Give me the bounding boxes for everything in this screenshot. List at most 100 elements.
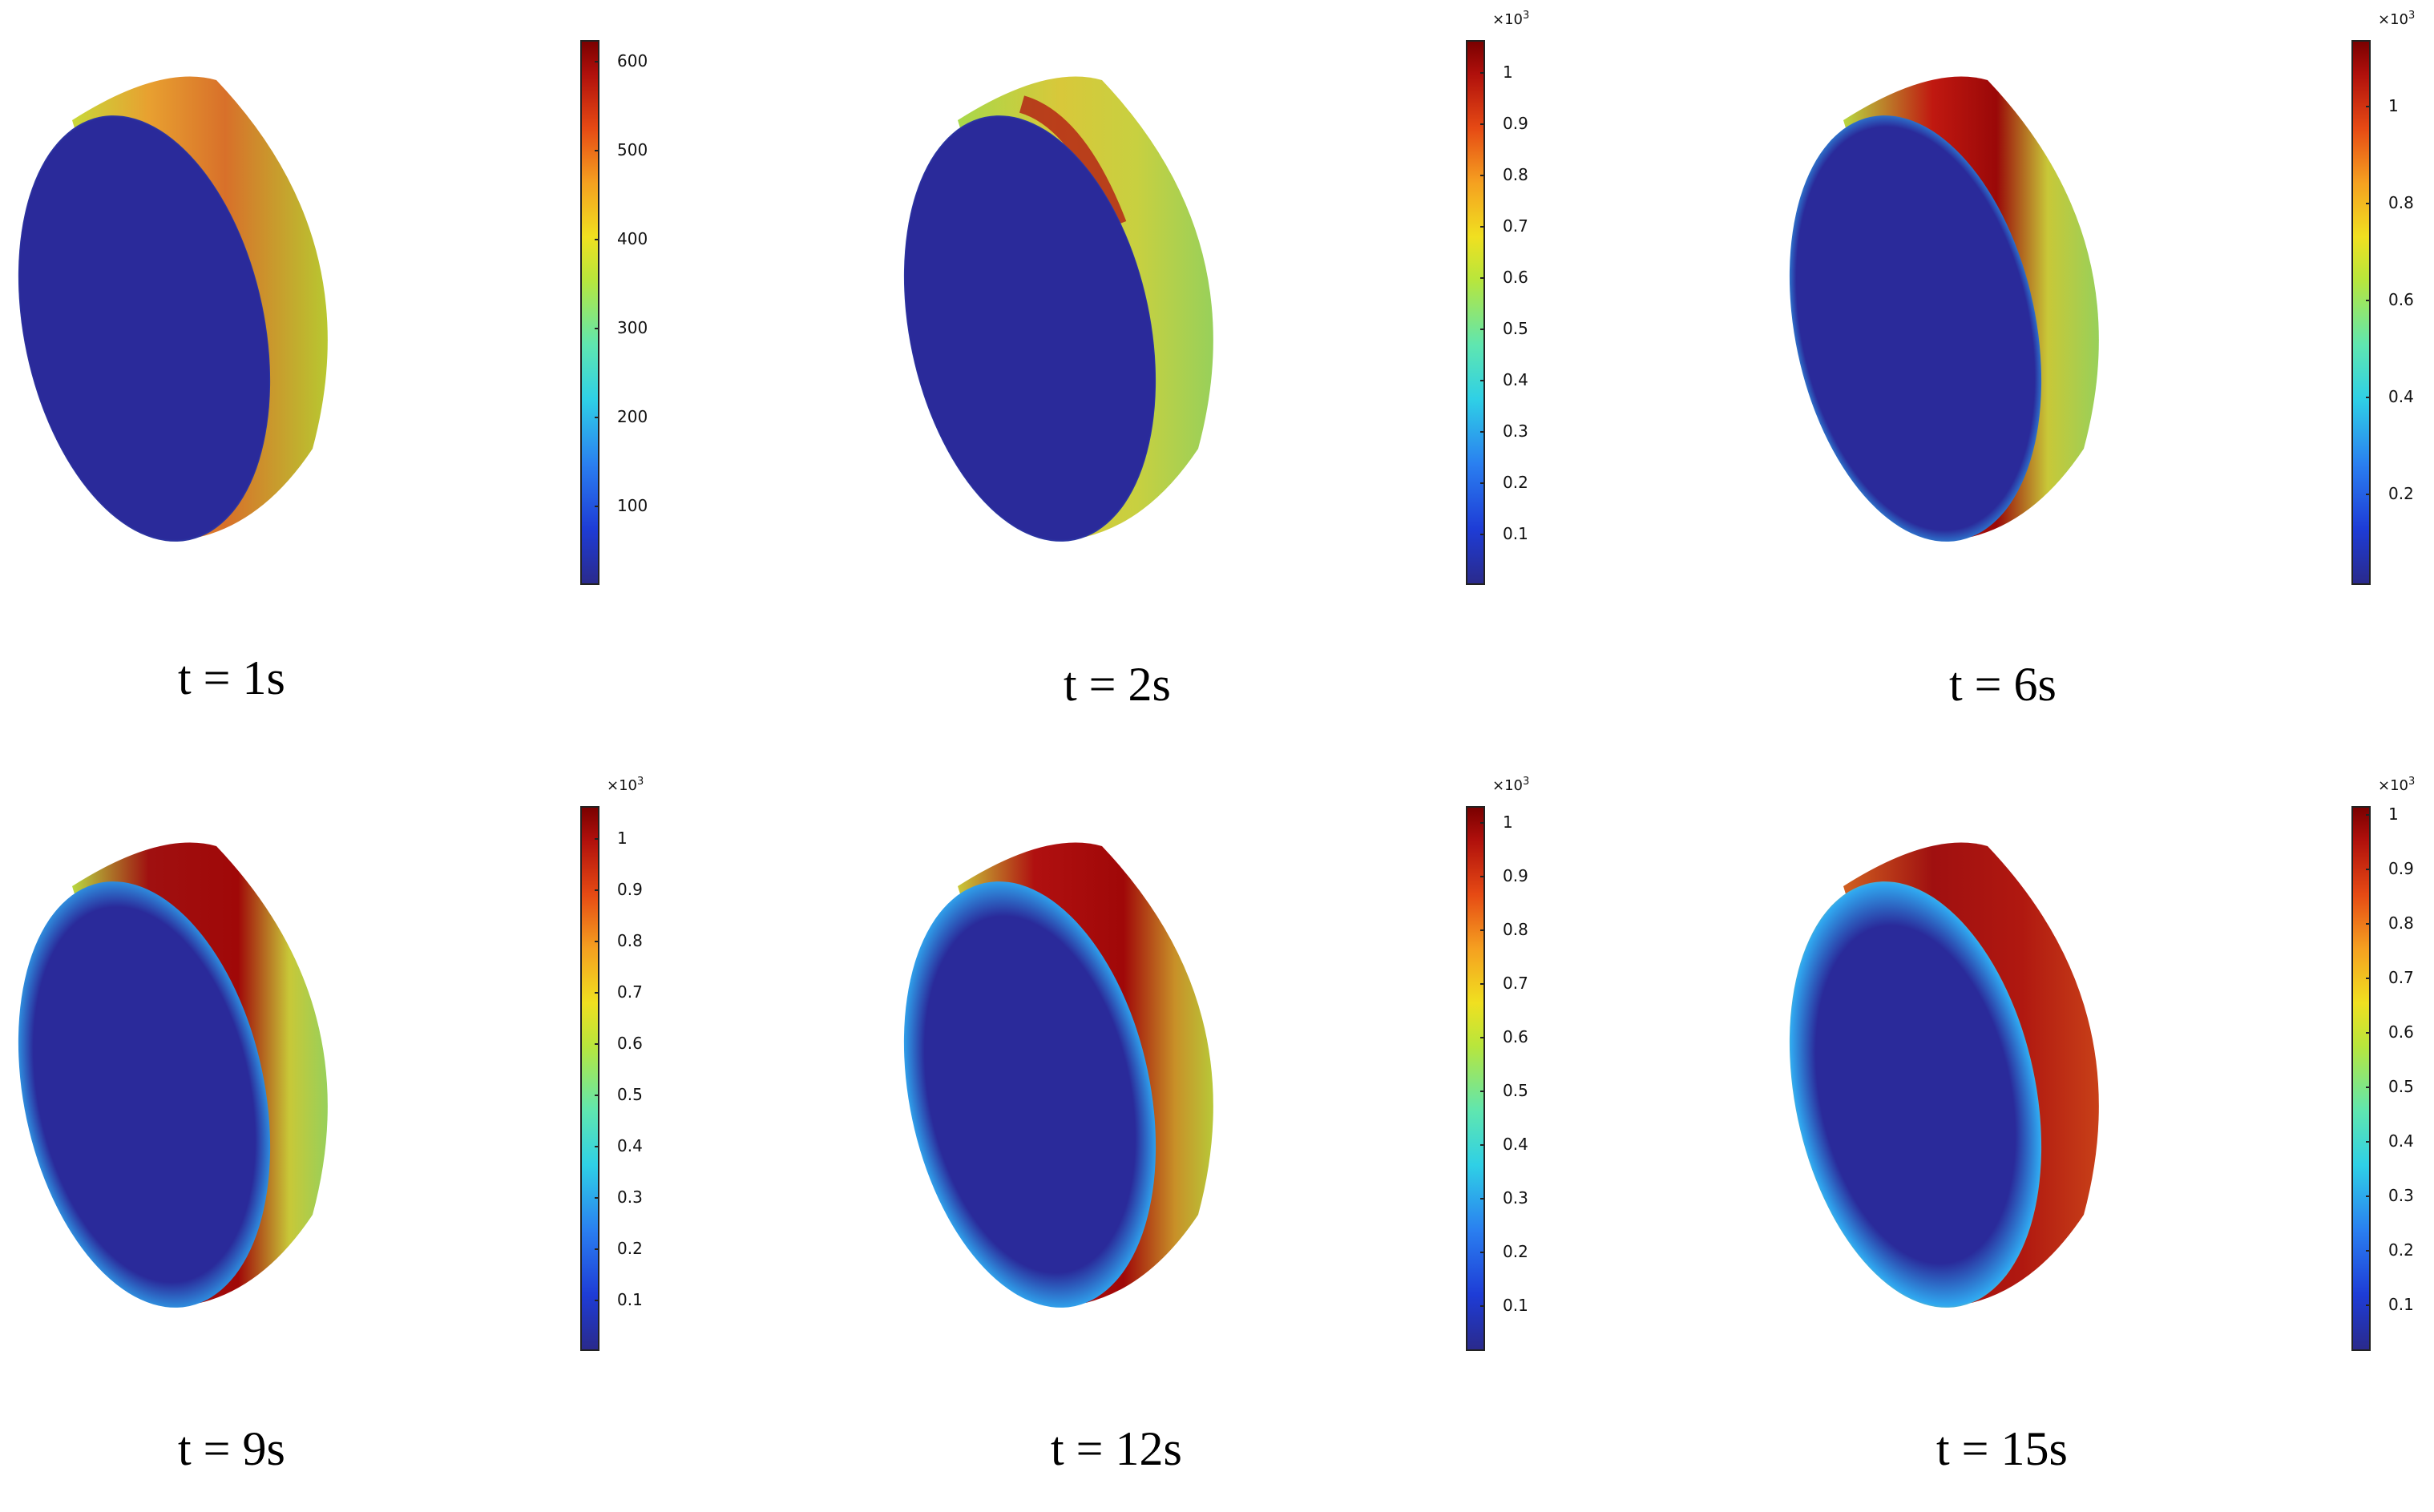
colorbar-tick-mark: [595, 889, 599, 891]
tick-label: 0.5: [2388, 1077, 2414, 1096]
colorbar-tick-mark: [2366, 494, 2371, 495]
tick-label: 1: [1503, 62, 1513, 82]
tick-label: 0.6: [2388, 1022, 2414, 1042]
colorbar-multiplier: ×103: [607, 776, 644, 794]
colorbar: [2351, 806, 2371, 1351]
colorbar-tick-mark: [595, 1146, 599, 1147]
tick-label: 0.7: [2388, 968, 2414, 987]
tick-label: 0.3: [1503, 1188, 1528, 1208]
time-caption: t = 9s: [178, 1422, 285, 1475]
tick-label: 0.9: [1503, 866, 1528, 885]
tick-label: 0.5: [1503, 319, 1528, 338]
colorbar-tick-mark: [595, 1197, 599, 1199]
tick-label: 0.9: [617, 880, 643, 899]
colorbar-tick-mark: [2366, 300, 2371, 301]
time-caption: t = 15s: [1936, 1422, 2068, 1475]
colorbar: [1466, 40, 1485, 585]
tick-label: 0.6: [1503, 268, 1528, 287]
tick-label: 0.1: [617, 1290, 643, 1309]
tick-label: 600: [617, 51, 648, 71]
colorbar-tick-mark: [1480, 929, 1485, 931]
tick-label: 0.5: [617, 1085, 643, 1104]
tick-label: 0.4: [2388, 387, 2414, 406]
colorbar-tick-mark: [1480, 226, 1485, 228]
colorbar-tick-mark: [1480, 876, 1485, 877]
colorbar-tick-mark: [595, 328, 599, 329]
colorbar-tick-mark: [2366, 1087, 2371, 1088]
tick-label: 0.1: [2388, 1295, 2414, 1314]
colorbar-tick-mark: [1480, 431, 1485, 433]
disk-plot: [903, 76, 1213, 542]
panel-t9: ×103 1 0.9 0.8 0.7 0.6 0.5 0.4 0.3 0.2 0…: [0, 766, 811, 1512]
tick-label: 0.3: [1503, 421, 1528, 441]
tick-label: 1: [1503, 812, 1513, 832]
colorbar-tick-mark: [595, 1095, 599, 1096]
tick-label: 0.7: [1503, 216, 1528, 236]
colorbar-tick-mark: [595, 941, 599, 942]
colorbar-tick-mark: [2366, 978, 2371, 979]
tick-label: 0.8: [2388, 913, 2414, 933]
tick-label: 100: [617, 496, 648, 515]
tick-label: 200: [617, 407, 648, 426]
panel-t12: ×103 1 0.9 0.8 0.7 0.6 0.5 0.4 0.3 0.2 0…: [886, 766, 1697, 1512]
tick-label: 0.6: [1503, 1027, 1528, 1046]
tick-label: 0.4: [617, 1136, 643, 1155]
tick-label: 0.1: [1503, 524, 1528, 543]
tick-label: 0.8: [617, 931, 643, 950]
tick-label: 0.3: [617, 1187, 643, 1207]
colorbar-tick-mark: [2366, 923, 2371, 925]
colorbar-tick-mark: [2366, 1250, 2371, 1252]
tick-label: 0.9: [2388, 859, 2414, 878]
tick-label: 0.9: [1503, 114, 1528, 133]
colorbar-tick-mark: [1480, 983, 1485, 985]
colorbar-tick-mark: [2366, 106, 2371, 107]
colorbar-tick-mark: [1480, 1037, 1485, 1038]
tick-label: 1: [2388, 96, 2399, 115]
tick-label: 300: [617, 318, 648, 337]
disk-plot: [18, 76, 328, 542]
panel-t2: ×103 1 0.9 0.8 0.7 0.6 0.5 0.4 0.3 0.2 0…: [886, 0, 1697, 746]
colorbar-multiplier: ×103: [1492, 10, 1530, 28]
colorbar-tick-mark: [1480, 380, 1485, 381]
colorbar-tick-mark: [595, 992, 599, 994]
colorbar-tick-mark: [595, 61, 599, 62]
tick-label: 0.4: [1503, 1135, 1528, 1154]
colorbar-tick-mark: [1480, 277, 1485, 279]
colorbar-multiplier: ×103: [2378, 10, 2416, 28]
tick-label: 400: [617, 229, 648, 248]
disk-plot: [1789, 842, 2099, 1308]
tick-label: 0.2: [2388, 484, 2414, 503]
colorbar-tick-mark: [2366, 869, 2371, 870]
time-caption: t = 1s: [178, 651, 285, 704]
colorbar-tick-mark: [1480, 534, 1485, 535]
colorbar-tick-mark: [595, 1043, 599, 1045]
disk-plot: [18, 842, 328, 1308]
colorbar-tick-mark: [2366, 397, 2371, 398]
colorbar-tick-mark: [1480, 72, 1485, 74]
colorbar-tick-mark: [1480, 329, 1485, 330]
colorbar-tick-mark: [2366, 1195, 2371, 1197]
colorbar-tick-mark: [595, 838, 599, 840]
tick-label: 0.6: [617, 1034, 643, 1053]
colorbar-tick-mark: [2366, 814, 2371, 816]
colorbar-tick-mark: [2366, 1304, 2371, 1306]
tick-label: 0.4: [2388, 1131, 2414, 1151]
colorbar-tick-mark: [1480, 822, 1485, 824]
colorbar: [1466, 806, 1485, 1351]
tick-label: 0.2: [1503, 473, 1528, 492]
tick-label: 0.1: [1503, 1296, 1528, 1315]
colorbar-tick-mark: [1480, 1144, 1485, 1146]
colorbar-tick-mark: [1480, 1252, 1485, 1253]
tick-label: 0.2: [1503, 1242, 1528, 1261]
colorbar-tick-mark: [595, 150, 599, 151]
tick-label: 0.4: [1503, 370, 1528, 389]
colorbar-multiplier: ×103: [1492, 776, 1530, 794]
tick-label: 0.8: [1503, 920, 1528, 939]
tick-label: 500: [617, 140, 648, 159]
colorbar: [2351, 40, 2371, 585]
colorbar-tick-mark: [1480, 1305, 1485, 1307]
colorbar-tick-mark: [595, 1300, 599, 1301]
tick-label: 0.3: [2388, 1186, 2414, 1205]
panel-t6: ×103 1 0.8 0.6 0.4 0.2 t = 6s: [1771, 0, 2434, 746]
colorbar-tick-mark: [1480, 175, 1485, 176]
